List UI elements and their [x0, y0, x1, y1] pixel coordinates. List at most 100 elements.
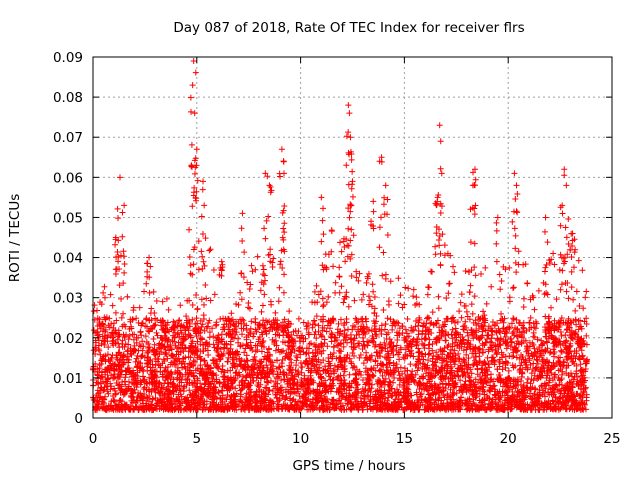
data-point — [254, 253, 261, 260]
data-point — [458, 314, 465, 321]
data-point — [562, 332, 569, 339]
data-point — [336, 264, 343, 271]
data-point — [570, 296, 577, 303]
data-point — [237, 342, 244, 349]
data-point — [207, 297, 214, 304]
data-point — [331, 362, 338, 369]
data-point — [226, 350, 233, 357]
data-point — [312, 367, 319, 374]
data-point — [534, 376, 541, 383]
data-point — [527, 314, 534, 321]
data-point — [278, 348, 285, 355]
data-point — [394, 386, 401, 393]
data-point — [163, 295, 170, 302]
data-point — [560, 394, 567, 401]
data-point — [497, 286, 504, 293]
data-point — [439, 384, 446, 391]
data-point — [429, 341, 436, 348]
data-point — [404, 315, 411, 322]
data-point — [275, 346, 282, 353]
data-point — [313, 282, 320, 289]
data-point — [348, 358, 355, 365]
data-point — [150, 288, 157, 295]
data-point — [202, 281, 209, 288]
data-point — [280, 289, 287, 296]
data-point — [158, 385, 165, 392]
data-point — [372, 388, 379, 395]
data-point — [380, 307, 387, 314]
data-point — [547, 304, 554, 311]
data-point — [323, 328, 330, 335]
data-point — [463, 351, 470, 358]
data-point — [193, 292, 200, 299]
data-point — [576, 302, 583, 309]
data-point — [441, 355, 448, 362]
data-point — [405, 285, 412, 292]
data-point — [261, 277, 268, 284]
data-point — [241, 349, 248, 356]
data-point — [443, 315, 450, 322]
data-point — [467, 282, 474, 289]
data-point — [446, 280, 453, 287]
data-point — [335, 320, 342, 327]
data-point — [520, 303, 527, 310]
data-point — [385, 386, 392, 393]
data-point — [353, 319, 360, 326]
data-point — [568, 253, 575, 260]
data-point — [99, 321, 106, 328]
data-point — [306, 355, 313, 362]
data-point — [275, 298, 282, 305]
data-point — [458, 291, 465, 298]
data-point — [330, 263, 337, 270]
data-point — [465, 364, 472, 371]
data-point — [117, 396, 124, 403]
data-point — [320, 303, 327, 310]
data-point — [544, 291, 551, 298]
data-point — [352, 371, 359, 378]
data-point — [426, 336, 433, 343]
data-point — [118, 295, 125, 302]
data-point — [523, 343, 530, 350]
data-point — [120, 310, 127, 317]
data-point — [197, 317, 204, 324]
data-point — [259, 302, 266, 309]
data-point — [415, 364, 422, 371]
data-point — [499, 366, 506, 373]
data-point — [294, 354, 301, 361]
data-point — [535, 287, 542, 294]
data-point — [249, 268, 256, 275]
data-point — [150, 335, 157, 342]
data-point — [524, 280, 531, 287]
data-point — [457, 299, 464, 306]
data-point — [147, 310, 154, 317]
data-point — [385, 329, 392, 336]
data-point — [95, 390, 102, 397]
data-point — [395, 300, 402, 307]
data-point — [365, 270, 372, 277]
data-point — [330, 350, 337, 357]
data-point — [143, 316, 150, 323]
data-point — [265, 379, 272, 386]
data-point — [558, 332, 565, 339]
data-point — [138, 332, 145, 339]
data-point — [425, 284, 432, 291]
data-point — [340, 372, 347, 379]
data-point — [468, 370, 475, 377]
data-point — [550, 250, 557, 257]
data-point — [426, 350, 433, 357]
data-point — [443, 370, 450, 377]
data-point — [360, 291, 367, 298]
data-point — [581, 318, 588, 325]
data-point — [365, 293, 372, 300]
data-point — [233, 300, 240, 307]
data-point — [139, 364, 146, 371]
data-point — [551, 353, 558, 360]
data-point — [343, 289, 350, 296]
data-point — [469, 310, 476, 317]
data-point — [104, 388, 111, 395]
data-point — [107, 291, 114, 298]
data-point — [472, 272, 479, 279]
data-point — [336, 289, 343, 296]
data-point — [391, 375, 398, 382]
data-point — [109, 302, 116, 309]
